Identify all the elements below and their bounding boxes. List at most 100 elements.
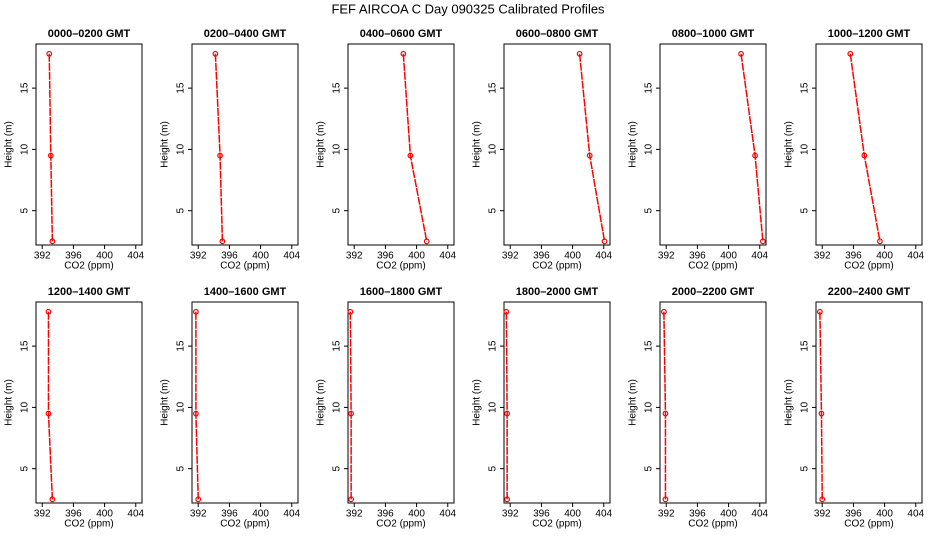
point <box>503 308 510 315</box>
point <box>45 308 52 315</box>
x-tick-label: 400 <box>96 509 113 520</box>
x-tick-label: 392 <box>34 251 51 262</box>
x-tick-label: 400 <box>876 509 893 520</box>
point <box>601 238 608 245</box>
x-tick-label: 396 <box>689 509 706 520</box>
x-tick-label: 400 <box>564 251 581 262</box>
profile-line <box>663 311 667 500</box>
y-tick-label: 10 <box>644 401 655 413</box>
y-tick-label: 10 <box>176 143 187 155</box>
panel-title: 0000–0200 GMT <box>48 28 131 40</box>
y-tick-label: 5 <box>20 465 31 471</box>
x-tick-label: 404 <box>127 509 144 520</box>
point <box>861 152 868 159</box>
panel-title: 0800–1000 GMT <box>672 28 755 40</box>
point <box>877 238 883 245</box>
x-tick-label: 400 <box>876 251 893 262</box>
point <box>219 238 226 245</box>
x-tick-label: 400 <box>252 509 269 520</box>
profile-line <box>505 311 508 500</box>
y-tick-label: 15 <box>800 340 811 352</box>
y-tick-label: 10 <box>644 143 655 155</box>
plot-frame <box>815 43 923 246</box>
point <box>423 238 430 245</box>
y-tick-label: 5 <box>644 465 655 471</box>
profile-line <box>214 53 224 242</box>
panel-title: 1000–1200 GMT <box>828 28 911 40</box>
y-tick-label: 5 <box>800 465 811 471</box>
point <box>759 238 766 245</box>
point <box>818 410 825 417</box>
y-axis-label: Height (m) <box>784 379 795 426</box>
x-axis-label: CO2 (ppm) <box>220 519 269 530</box>
point <box>816 308 823 315</box>
profile-line <box>849 53 881 242</box>
x-tick-label: 404 <box>751 509 768 520</box>
point <box>348 410 355 417</box>
point <box>847 50 854 57</box>
point <box>586 152 593 159</box>
point <box>819 496 826 503</box>
plot-frame <box>347 43 455 246</box>
y-axis-label: Height (m) <box>472 379 483 426</box>
y-tick-label: 5 <box>332 207 343 213</box>
x-axis-label: CO2 (ppm) <box>688 519 737 530</box>
point <box>217 152 223 159</box>
plot-frame <box>191 301 299 504</box>
y-axis-label: Height (m) <box>628 379 639 426</box>
panel-title: 2200–2400 GMT <box>828 286 911 298</box>
x-tick-label: 392 <box>346 251 363 262</box>
point <box>348 496 355 503</box>
x-tick-label: 404 <box>907 251 924 262</box>
panel-title: 1400–1600 GMT <box>204 286 287 298</box>
point <box>46 50 53 57</box>
y-axis-label: Height (m) <box>316 379 327 426</box>
plot-frame <box>659 301 767 504</box>
y-tick-label: 15 <box>20 82 31 94</box>
x-tick-label: 396 <box>845 251 862 262</box>
plot-frame <box>659 43 767 246</box>
x-tick-label: 392 <box>190 251 207 262</box>
y-tick-label: 5 <box>488 465 499 471</box>
y-tick-label: 10 <box>488 143 499 155</box>
y-axis-label: Height (m) <box>472 121 483 168</box>
point <box>400 50 407 57</box>
x-tick-label: 392 <box>814 509 831 520</box>
y-tick-label: 15 <box>332 340 343 352</box>
point <box>45 410 52 417</box>
y-axis-label: Height (m) <box>160 121 171 168</box>
point <box>192 410 199 417</box>
y-axis-label: Height (m) <box>4 379 15 426</box>
x-tick-label: 396 <box>533 251 550 262</box>
panel-title: 2000–2200 GMT <box>672 286 755 298</box>
y-tick-label: 15 <box>20 340 31 352</box>
y-tick-label: 5 <box>176 465 187 471</box>
profile-line <box>48 53 54 242</box>
y-tick-label: 10 <box>176 401 187 413</box>
x-tick-label: 400 <box>408 509 425 520</box>
point <box>49 496 56 503</box>
profile-line <box>195 311 199 500</box>
point <box>407 152 414 159</box>
x-tick-label: 404 <box>127 251 144 262</box>
x-tick-label: 404 <box>595 251 612 262</box>
panel-title: 1200–1400 GMT <box>48 286 131 298</box>
panel-title: 1600–1800 GMT <box>360 286 443 298</box>
point <box>662 496 669 503</box>
x-tick-label: 396 <box>377 251 394 262</box>
y-axis-label: Height (m) <box>4 121 15 168</box>
point <box>738 50 744 57</box>
point <box>195 496 202 503</box>
x-tick-label: 404 <box>751 251 768 262</box>
profile-line <box>740 53 764 242</box>
point <box>347 308 354 315</box>
y-tick-label: 5 <box>332 465 343 471</box>
x-tick-label: 396 <box>533 509 550 520</box>
point <box>212 50 219 57</box>
profile-line <box>578 53 606 242</box>
panel-title: 0600–0800 GMT <box>516 28 599 40</box>
x-tick-label: 400 <box>720 251 737 262</box>
y-tick-label: 15 <box>176 340 187 352</box>
y-tick-label: 10 <box>800 143 811 155</box>
